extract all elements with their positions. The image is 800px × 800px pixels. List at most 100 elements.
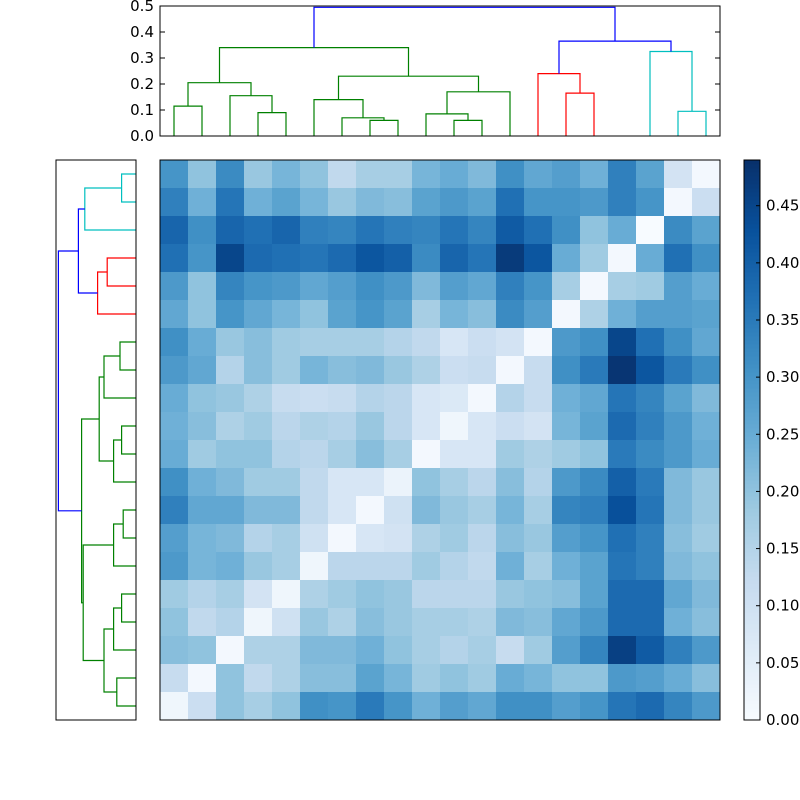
heatmap-cell [356, 272, 385, 301]
heatmap-cell [244, 272, 273, 301]
heatmap-cell [272, 692, 301, 721]
heatmap-cell [580, 636, 609, 665]
heatmap-cell [160, 384, 189, 413]
heatmap-cell [272, 580, 301, 609]
heatmap-frame [159, 159, 721, 721]
heatmap-cell [524, 272, 553, 301]
colorbar-strip [744, 320, 760, 325]
heatmap-cell [580, 580, 609, 609]
heatmap-cell [692, 664, 721, 693]
heatmap-cell [608, 496, 637, 525]
heatmap-cell [468, 524, 497, 553]
heatmap-cell [244, 356, 273, 385]
colorbar-strip [744, 248, 760, 253]
colorbar-strip [744, 608, 760, 613]
heatmap-cell [468, 300, 497, 329]
heatmap-cell [272, 300, 301, 329]
heatmap-cell [692, 300, 721, 329]
heatmap-cell [384, 692, 413, 721]
heatmap-cell [384, 580, 413, 609]
heatmap-cell [496, 608, 525, 637]
heatmap-cell [272, 384, 301, 413]
heatmap-cell [496, 496, 525, 525]
top-dendrogram-link [313, 6, 616, 48]
colorbar-strip [744, 588, 760, 593]
colorbar-strip [744, 232, 760, 237]
heatmap-cell [468, 636, 497, 665]
heatmap-cell [468, 384, 497, 413]
heatmap-cell [496, 300, 525, 329]
heatmap-cell [384, 496, 413, 525]
heatmap-cell [608, 524, 637, 553]
colorbar-strip [744, 564, 760, 569]
heatmap-cell [636, 552, 665, 581]
top-dendrogram-links [173, 6, 707, 136]
heatmap-cell [412, 384, 441, 413]
heatmap-cell [524, 636, 553, 665]
heatmap-cell [580, 272, 609, 301]
colorbar-tick-label: 0.45 [766, 197, 799, 215]
heatmap-cell [664, 496, 693, 525]
heatmap-cell [300, 524, 329, 553]
heatmap-cell [496, 328, 525, 357]
heatmap-cell [216, 300, 245, 329]
colorbar-strip [744, 648, 760, 653]
colorbar-strip [744, 484, 760, 489]
heatmap-cell [636, 216, 665, 245]
heatmap-cell [188, 692, 217, 721]
top-dendrogram-frame [159, 5, 721, 137]
heatmap-cell [636, 272, 665, 301]
colorbar-strip [744, 240, 760, 245]
heatmap-cell [384, 412, 413, 441]
heatmap-cell [412, 244, 441, 273]
colorbar-strip [744, 688, 760, 693]
heatmap-cell [580, 524, 609, 553]
heatmap-cell [496, 664, 525, 693]
colorbar-strip [744, 292, 760, 297]
heatmap-cell [272, 412, 301, 441]
heatmap-cell [300, 244, 329, 273]
colorbar-strip [744, 592, 760, 597]
heatmap-cell [608, 216, 637, 245]
colorbar-strip [744, 464, 760, 469]
heatmap-cell [608, 188, 637, 217]
heatmap-cell [328, 468, 357, 497]
heatmap-cell [636, 328, 665, 357]
heatmap-cell [244, 608, 273, 637]
heatmap-cell [636, 468, 665, 497]
heatmap-cell [552, 552, 581, 581]
colorbar-strip [744, 176, 760, 181]
colorbar-strip [744, 304, 760, 309]
heatmap-cell [160, 636, 189, 665]
heatmap-cell [244, 468, 273, 497]
heatmap-cell [692, 468, 721, 497]
heatmap-cell [412, 188, 441, 217]
heatmap-cell [160, 580, 189, 609]
heatmap-cell [636, 384, 665, 413]
heatmap-cell [524, 496, 553, 525]
heatmap-cell [384, 664, 413, 693]
heatmap-cell [580, 216, 609, 245]
heatmap-cell [440, 356, 469, 385]
heatmap-cell [664, 412, 693, 441]
heatmap-cell [608, 608, 637, 637]
colorbar-tick-label: 0.15 [766, 540, 799, 558]
heatmap-cell [272, 468, 301, 497]
heatmap-cell [328, 356, 357, 385]
colorbar-strip [744, 184, 760, 189]
heatmap-cell [552, 272, 581, 301]
colorbar-tick-label: 0.00 [766, 711, 799, 729]
heatmap-cell [580, 664, 609, 693]
heatmap-cell [440, 692, 469, 721]
colorbar-strip [744, 276, 760, 281]
heatmap-cell [692, 272, 721, 301]
heatmap-cell [188, 608, 217, 637]
heatmap-cell [328, 664, 357, 693]
heatmap-cell [244, 160, 273, 189]
heatmap-cell [552, 356, 581, 385]
colorbar-strip [744, 412, 760, 417]
heatmap-cell [552, 300, 581, 329]
heatmap-cell [160, 216, 189, 245]
heatmap-cell [300, 188, 329, 217]
heatmap-cell [328, 160, 357, 189]
